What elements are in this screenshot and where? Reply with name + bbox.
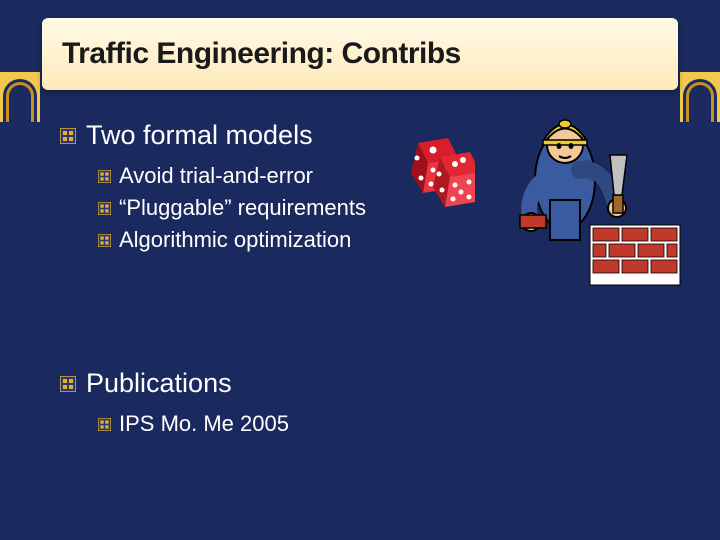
builder-icon	[515, 110, 685, 290]
section-title: Two formal models	[86, 120, 313, 151]
bullet-sub-icon	[98, 170, 111, 183]
section-header: Publications	[60, 368, 660, 399]
list-item-text: “Pluggable” requirements	[119, 195, 366, 221]
list-item-text: Algorithmic optimization	[119, 227, 351, 253]
bullet-icon	[60, 376, 76, 392]
section-publications: Publications IPS Mo. Me 2005	[60, 368, 660, 437]
section-title: Publications	[86, 368, 232, 399]
bullet-sub-icon	[98, 418, 111, 431]
list-item-text: Avoid trial-and-error	[119, 163, 313, 189]
bullet-sub-icon	[98, 234, 111, 247]
title-bar: Traffic Engineering: Contribs	[42, 18, 678, 90]
dice-icon	[395, 130, 475, 210]
slide-title: Traffic Engineering: Contribs	[62, 37, 461, 71]
spacer	[60, 298, 660, 368]
bullet-sub-icon	[98, 202, 111, 215]
side-decoration-right	[680, 0, 720, 540]
arch-icon	[680, 72, 720, 122]
list-item: IPS Mo. Me 2005	[98, 411, 660, 437]
arch-icon	[0, 72, 40, 122]
side-decoration-left	[0, 0, 40, 540]
bullet-icon	[60, 128, 76, 144]
list-item-text: IPS Mo. Me 2005	[119, 411, 289, 437]
